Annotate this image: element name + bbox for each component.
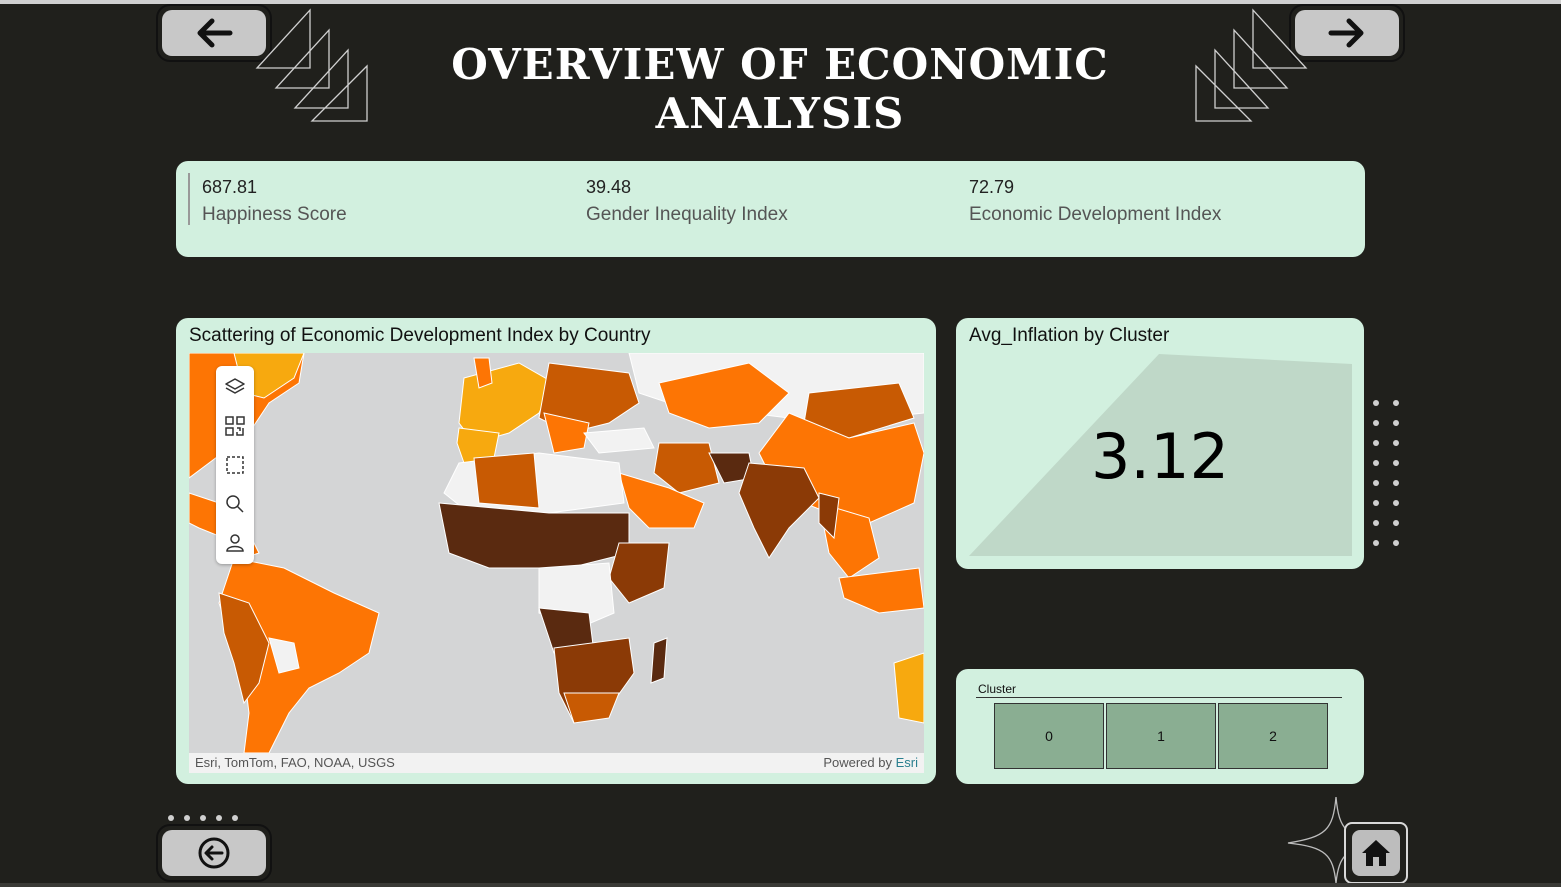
region-india[interactable] [738, 462, 820, 559]
region-algeria[interactable] [473, 452, 540, 509]
gauge-area-shape [969, 354, 1352, 556]
region-myanmar[interactable] [818, 492, 840, 540]
arrow-right-icon [1328, 18, 1364, 48]
slicer-label: Cluster [978, 682, 1017, 696]
search-icon[interactable] [223, 492, 247, 516]
user-icon[interactable] [223, 531, 247, 555]
region-sahel[interactable] [438, 502, 630, 569]
triangles-decoration-right [1195, 8, 1308, 122]
home-icon [1362, 840, 1390, 866]
region-turkey[interactable] [583, 427, 655, 454]
map-attribution: Esri, TomTom, FAO, NOAA, USGS [195, 755, 395, 770]
world-map[interactable] [189, 353, 924, 753]
region-indonesia[interactable] [838, 567, 924, 614]
kpi-value: 687.81 [202, 177, 258, 197]
map-title: Scattering of Economic Development Index… [189, 325, 651, 346]
kpi-label: Happiness Score [202, 204, 347, 225]
top-border [0, 0, 1561, 4]
region-south-africa[interactable] [563, 692, 620, 724]
region-bolivia[interactable] [268, 637, 300, 674]
kpi-gender-inequality: 39.48 Gender Inequality Index [586, 177, 788, 226]
circle-arrow-left-icon [198, 837, 230, 869]
kpi-economic-development: 72.79 Economic Development Index [969, 177, 1221, 226]
region-australia[interactable] [893, 652, 924, 724]
map-toolbar [216, 366, 254, 564]
powered-by-text: Powered by [823, 755, 892, 770]
region-andes[interactable] [218, 592, 270, 705]
slicer-option-1[interactable]: 1 [1106, 703, 1216, 769]
kpi-label: Gender Inequality Index [586, 204, 788, 225]
map-regions [189, 353, 924, 753]
region-east-africa[interactable] [608, 542, 670, 604]
slicer-option-2[interactable]: 2 [1218, 703, 1328, 769]
cluster-slicer: Cluster 0 1 2 [956, 669, 1364, 784]
slicer-divider [976, 697, 1342, 698]
gauge-title: Avg_Inflation by Cluster [969, 325, 1170, 346]
previous-page-button[interactable] [156, 824, 272, 882]
select-box-icon[interactable] [223, 453, 247, 477]
qr-grid-icon[interactable] [223, 414, 247, 438]
arrow-left-icon [197, 18, 233, 48]
map-powered-by: Powered by Esri [823, 755, 918, 770]
page-title: OVERVIEW OF ECONOMIC ANALYSIS [451, 40, 1109, 138]
bottom-border [0, 883, 1561, 887]
region-arabia[interactable] [618, 472, 705, 529]
region-uk[interactable] [473, 357, 493, 389]
gauge-value: 3.12 [1090, 420, 1230, 493]
region-kazakhstan[interactable] [658, 362, 790, 429]
kpi-label: Economic Development Index [969, 204, 1222, 225]
gauge-card: Avg_Inflation by Cluster 3.12 [956, 318, 1364, 569]
map-card: Scattering of Economic Development Index… [176, 318, 936, 784]
kpi-happiness-score: 687.81 Happiness Score [202, 177, 347, 226]
back-button[interactable] [156, 4, 272, 62]
esri-link[interactable]: Esri [895, 755, 918, 770]
dots-decoration-right [1373, 400, 1403, 550]
region-iran[interactable] [653, 442, 720, 494]
kpi-value: 39.48 [586, 177, 632, 197]
region-mongolia[interactable] [803, 382, 915, 439]
slicer-option-0[interactable]: 0 [994, 703, 1104, 769]
kpi-value: 72.79 [969, 177, 1015, 197]
next-button[interactable] [1289, 4, 1405, 62]
map-footer: Esri, TomTom, FAO, NOAA, USGS Powered by… [189, 753, 924, 773]
region-madagascar[interactable] [650, 637, 668, 684]
region-eastern-europe[interactable] [538, 362, 640, 434]
region-balkans[interactable] [543, 412, 590, 454]
triangles-decoration-left [255, 8, 368, 122]
home-button[interactable] [1344, 822, 1408, 884]
kpi-divider [188, 173, 190, 225]
kpi-card: 687.81 Happiness Score 39.48 Gender Ineq… [176, 161, 1365, 257]
layers-icon[interactable] [223, 375, 247, 399]
